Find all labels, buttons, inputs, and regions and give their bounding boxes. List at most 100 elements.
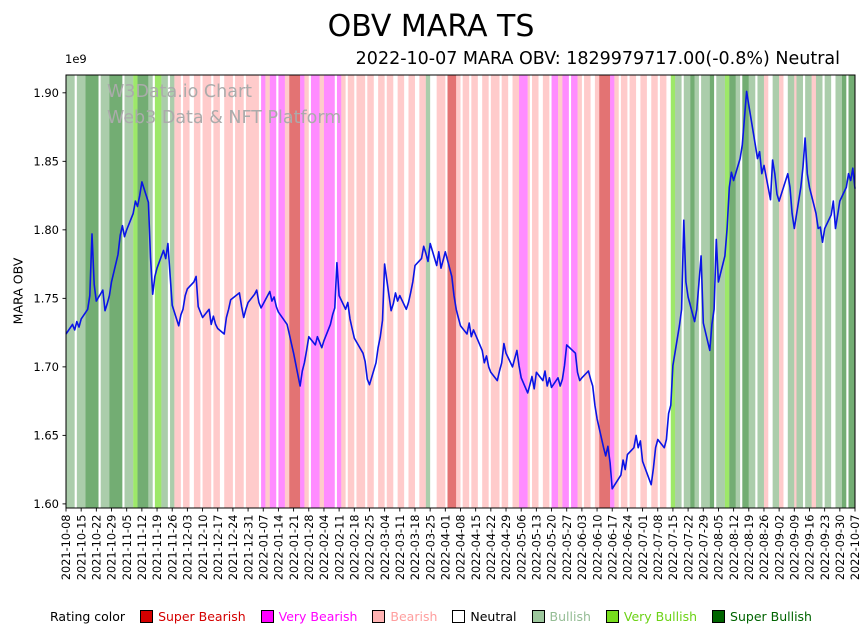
rating-band-very_bullish (724, 75, 730, 508)
rating-band-bearish (794, 75, 797, 508)
x-tick-label: 2022-07-08 (652, 515, 665, 581)
rating-band-very_bearish (323, 75, 335, 508)
rating-band-very_bearish (551, 75, 559, 508)
rating-band-bearish (779, 75, 784, 508)
rating-band-bearish (542, 75, 550, 508)
rating-band-bullish (66, 75, 75, 508)
legend-swatch-very_bearish (260, 610, 274, 623)
x-tick-label: 2022-07-01 (637, 515, 650, 581)
x-tick-label: 2022-05-13 (531, 515, 544, 581)
x-tick-label: 2022-01-28 (303, 515, 316, 581)
rating-band-bearish (202, 75, 212, 508)
rating-band-bearish (304, 75, 309, 508)
rating-band-very_bearish (562, 75, 569, 508)
rating-band-bullish (835, 75, 842, 508)
x-tick-label: 2022-03-11 (394, 515, 407, 581)
legend-label-bearish: Bearish (390, 609, 438, 624)
x-tick-label: 2021-10-22 (91, 515, 104, 581)
rating-band-bullish (805, 75, 812, 508)
x-tick-label: 2022-04-22 (485, 515, 498, 581)
legend-title: Rating color (50, 609, 126, 624)
legend-swatch-neutral (452, 610, 466, 623)
x-tick-label: 2021-11-26 (166, 515, 179, 581)
y-tick-label: 1.75 (33, 291, 59, 305)
x-tick-label: 2021-11-12 (136, 515, 149, 581)
rating-band-bearish (594, 75, 600, 508)
x-tick-label: 2022-02-11 (333, 515, 346, 581)
x-tick-label: 2021-10-08 (60, 515, 73, 581)
rating-band-super_bullish (709, 75, 715, 508)
rating-band-super_bullish (85, 75, 99, 508)
rating-band-very_bearish (278, 75, 285, 508)
rating-band-super_bullish (848, 75, 855, 508)
y-tick-label: 1.90 (33, 86, 59, 100)
x-tick-label: 2022-04-15 (470, 515, 483, 581)
rating-band-bearish (577, 75, 582, 508)
legend-swatch-bearish (372, 610, 386, 623)
legend-label-super_bullish: Super Bullish (730, 609, 812, 624)
rating-band-very_bearish (519, 75, 528, 508)
legend-item-very_bearish: Very Bearish (260, 609, 357, 624)
x-tick-label: 2022-03-25 (424, 515, 437, 581)
rating-band-bullish (716, 75, 725, 508)
rating-band-super_bearish (599, 75, 611, 508)
rating-band-bullish (170, 75, 175, 508)
rating-band-super_bearish (447, 75, 457, 508)
rating-band-bullish (824, 75, 832, 508)
rating-band-bearish (501, 75, 509, 508)
rating-band-bearish (245, 75, 259, 508)
rating-band-super_bullish (841, 75, 847, 508)
rating-band-bullish (772, 75, 780, 508)
rating-band-bullish (757, 75, 764, 508)
rating-band-super_bullish (742, 75, 749, 508)
rating-band-bullish (796, 75, 803, 508)
rating-band-bearish (558, 75, 563, 508)
rating-band-bearish (347, 75, 355, 508)
rating-band-bullish (100, 75, 110, 508)
x-tick-label: 2022-01-07 (257, 515, 270, 581)
x-tick-label: 2022-04-01 (440, 515, 453, 581)
rating-band-bearish (640, 75, 647, 508)
rating-band-bearish (386, 75, 394, 508)
x-tick-label: 2021-11-05 (121, 515, 134, 581)
x-tick-label: 2022-03-18 (409, 515, 422, 581)
rating-band-bearish (378, 75, 385, 508)
legend-swatch-super_bearish (140, 610, 154, 623)
x-tick-label: 2022-08-05 (713, 515, 726, 581)
rating-band-very_bearish (269, 75, 277, 508)
x-tick-label: 2022-08-19 (743, 515, 756, 581)
x-tick-label: 2021-12-24 (227, 515, 240, 581)
rating-band-bearish (527, 75, 530, 508)
x-tick-label: 2022-06-17 (606, 515, 619, 581)
rating-band-bullish (675, 75, 682, 508)
rating-band-bearish (174, 75, 181, 508)
rating-band-very_bearish (300, 75, 305, 508)
x-tick-label: 2021-12-03 (182, 515, 195, 581)
rating-band-bearish (265, 75, 270, 508)
x-tick-label: 2022-01-21 (288, 515, 301, 581)
x-tick-label: 2021-11-19 (151, 515, 164, 581)
x-tick-label: 2022-09-09 (789, 515, 802, 581)
x-tick-label: 2022-08-26 (758, 515, 771, 581)
x-tick-label: 2022-04-08 (455, 515, 468, 581)
chart-title: OBV MARA TS (327, 9, 535, 44)
legend-item-very_bullish: Very Bullish (605, 609, 697, 624)
legend-item-super_bullish: Super Bullish (712, 609, 812, 624)
rating-band-bearish (235, 75, 244, 508)
rating-band-bullish (124, 75, 134, 508)
x-tick-label: 2022-09-30 (834, 515, 847, 581)
rating-band-bearish (224, 75, 233, 508)
legend-swatch-bullish (531, 610, 545, 623)
rating-band-super_bullish (137, 75, 149, 508)
x-tick-label: 2021-12-31 (242, 515, 255, 581)
legend-label-bullish: Bullish (549, 609, 591, 624)
rating-band-super_bullish (109, 75, 123, 508)
rating-band-bearish (620, 75, 628, 508)
rating-band-bearish (490, 75, 500, 508)
rating-band-bearish (456, 75, 461, 508)
rating-band-bearish (651, 75, 658, 508)
legend-item-bullish: Bullish (531, 609, 591, 624)
rating-band-very_bearish (610, 75, 615, 508)
legend-item-super_bearish: Super Bearish (140, 609, 246, 624)
rating-band-bearish (482, 75, 489, 508)
